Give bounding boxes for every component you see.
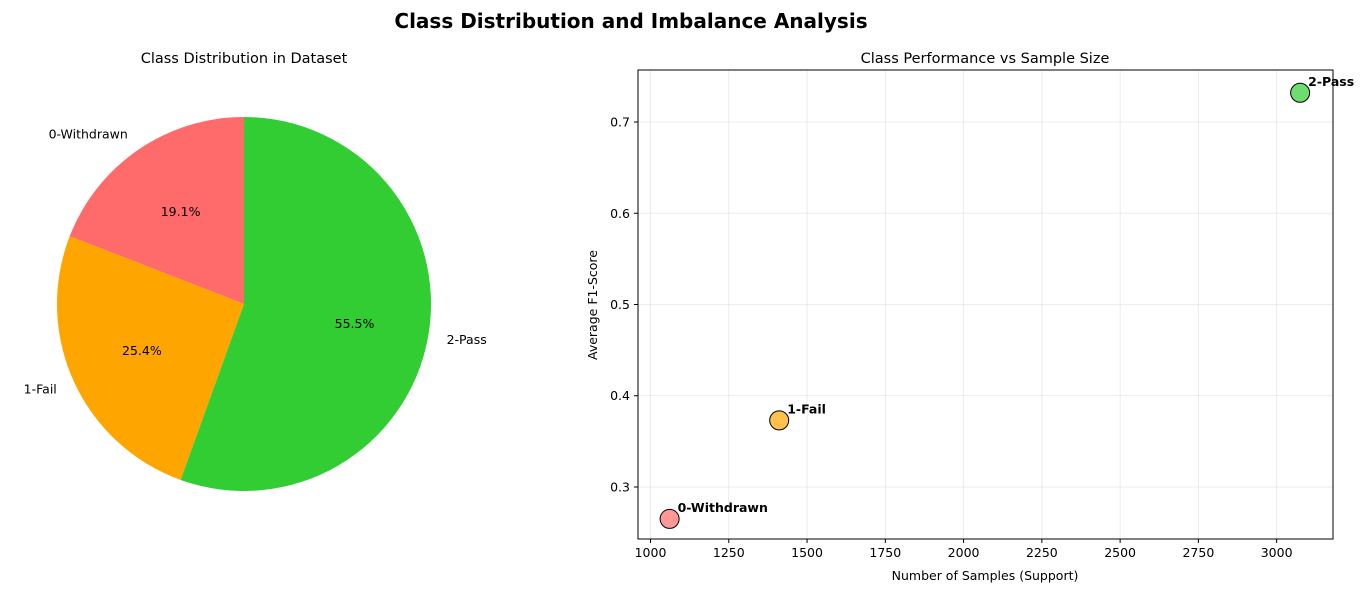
pie-pct-label: 25.4% [122, 343, 162, 358]
scatter-point-label: 0-Withdrawn [678, 500, 768, 515]
scatter-x-axis-label: Number of Samples (Support) [892, 568, 1079, 583]
x-tick-label: 2500 [1104, 545, 1136, 560]
x-tick-label: 2000 [948, 545, 980, 560]
figure-suptitle: Class Distribution and Imbalance Analysi… [394, 9, 867, 33]
x-tick-label: 1000 [635, 545, 667, 560]
pie-chart: Class Distribution in Dataset 19.1% 0-Wit… [24, 51, 487, 492]
y-tick-label: 0.6 [610, 206, 630, 221]
scatter-y-axis: 0.3 0.4 0.5 0.6 0.7 [610, 115, 638, 494]
pie-category-label: 2-Pass [447, 332, 487, 347]
pie-pct-label: 55.5% [335, 316, 375, 331]
y-tick-label: 0.4 [610, 388, 630, 403]
x-tick-label: 3000 [1261, 545, 1293, 560]
y-tick-label: 0.5 [610, 297, 630, 312]
scatter-point-2-pass [1290, 82, 1311, 103]
scatter-point-label: 1-Fail [787, 401, 826, 416]
pie-labels: 19.1% 0-Withdrawn 25.4% 1-Fail 55.5% 2-Pass [24, 127, 487, 397]
scatter-point-1-fail [769, 410, 790, 431]
y-tick-label: 0.3 [610, 479, 630, 494]
pie-category-label: 0-Withdrawn [49, 127, 128, 142]
pie-pct-label: 19.1% [161, 204, 201, 219]
scatter-chart: Class Performance vs Sample Size 0-Withd… [585, 51, 1354, 583]
pie-slice-0-withdrawn [69, 117, 244, 304]
pie-slice-1-fail [56, 236, 245, 480]
y-tick-label: 0.7 [610, 115, 630, 130]
pie-slices [56, 117, 432, 492]
scatter-point-0-withdrawn [659, 508, 680, 529]
x-tick-label: 2250 [1026, 545, 1058, 560]
scatter-grid [638, 70, 1333, 539]
scatter-point-label: 2-Pass [1308, 74, 1354, 89]
scatter-x-axis: 1000 1250 1500 1750 2000 2250 2500 2750 3000 [635, 539, 1293, 560]
x-tick-label: 1250 [713, 545, 745, 560]
pie-title: Class Distribution in Dataset [141, 51, 348, 67]
x-tick-label: 1750 [869, 545, 901, 560]
x-tick-label: 1500 [791, 545, 823, 560]
pie-category-label: 1-Fail [24, 382, 57, 397]
scatter-y-axis-label: Average F1-Score [585, 250, 600, 360]
scatter-points: 0-Withdrawn 1-Fail 2-Pass [659, 74, 1354, 529]
scatter-title: Class Performance vs Sample Size [861, 51, 1110, 67]
pie-slice-2-pass [180, 117, 432, 492]
x-tick-label: 2750 [1182, 545, 1214, 560]
